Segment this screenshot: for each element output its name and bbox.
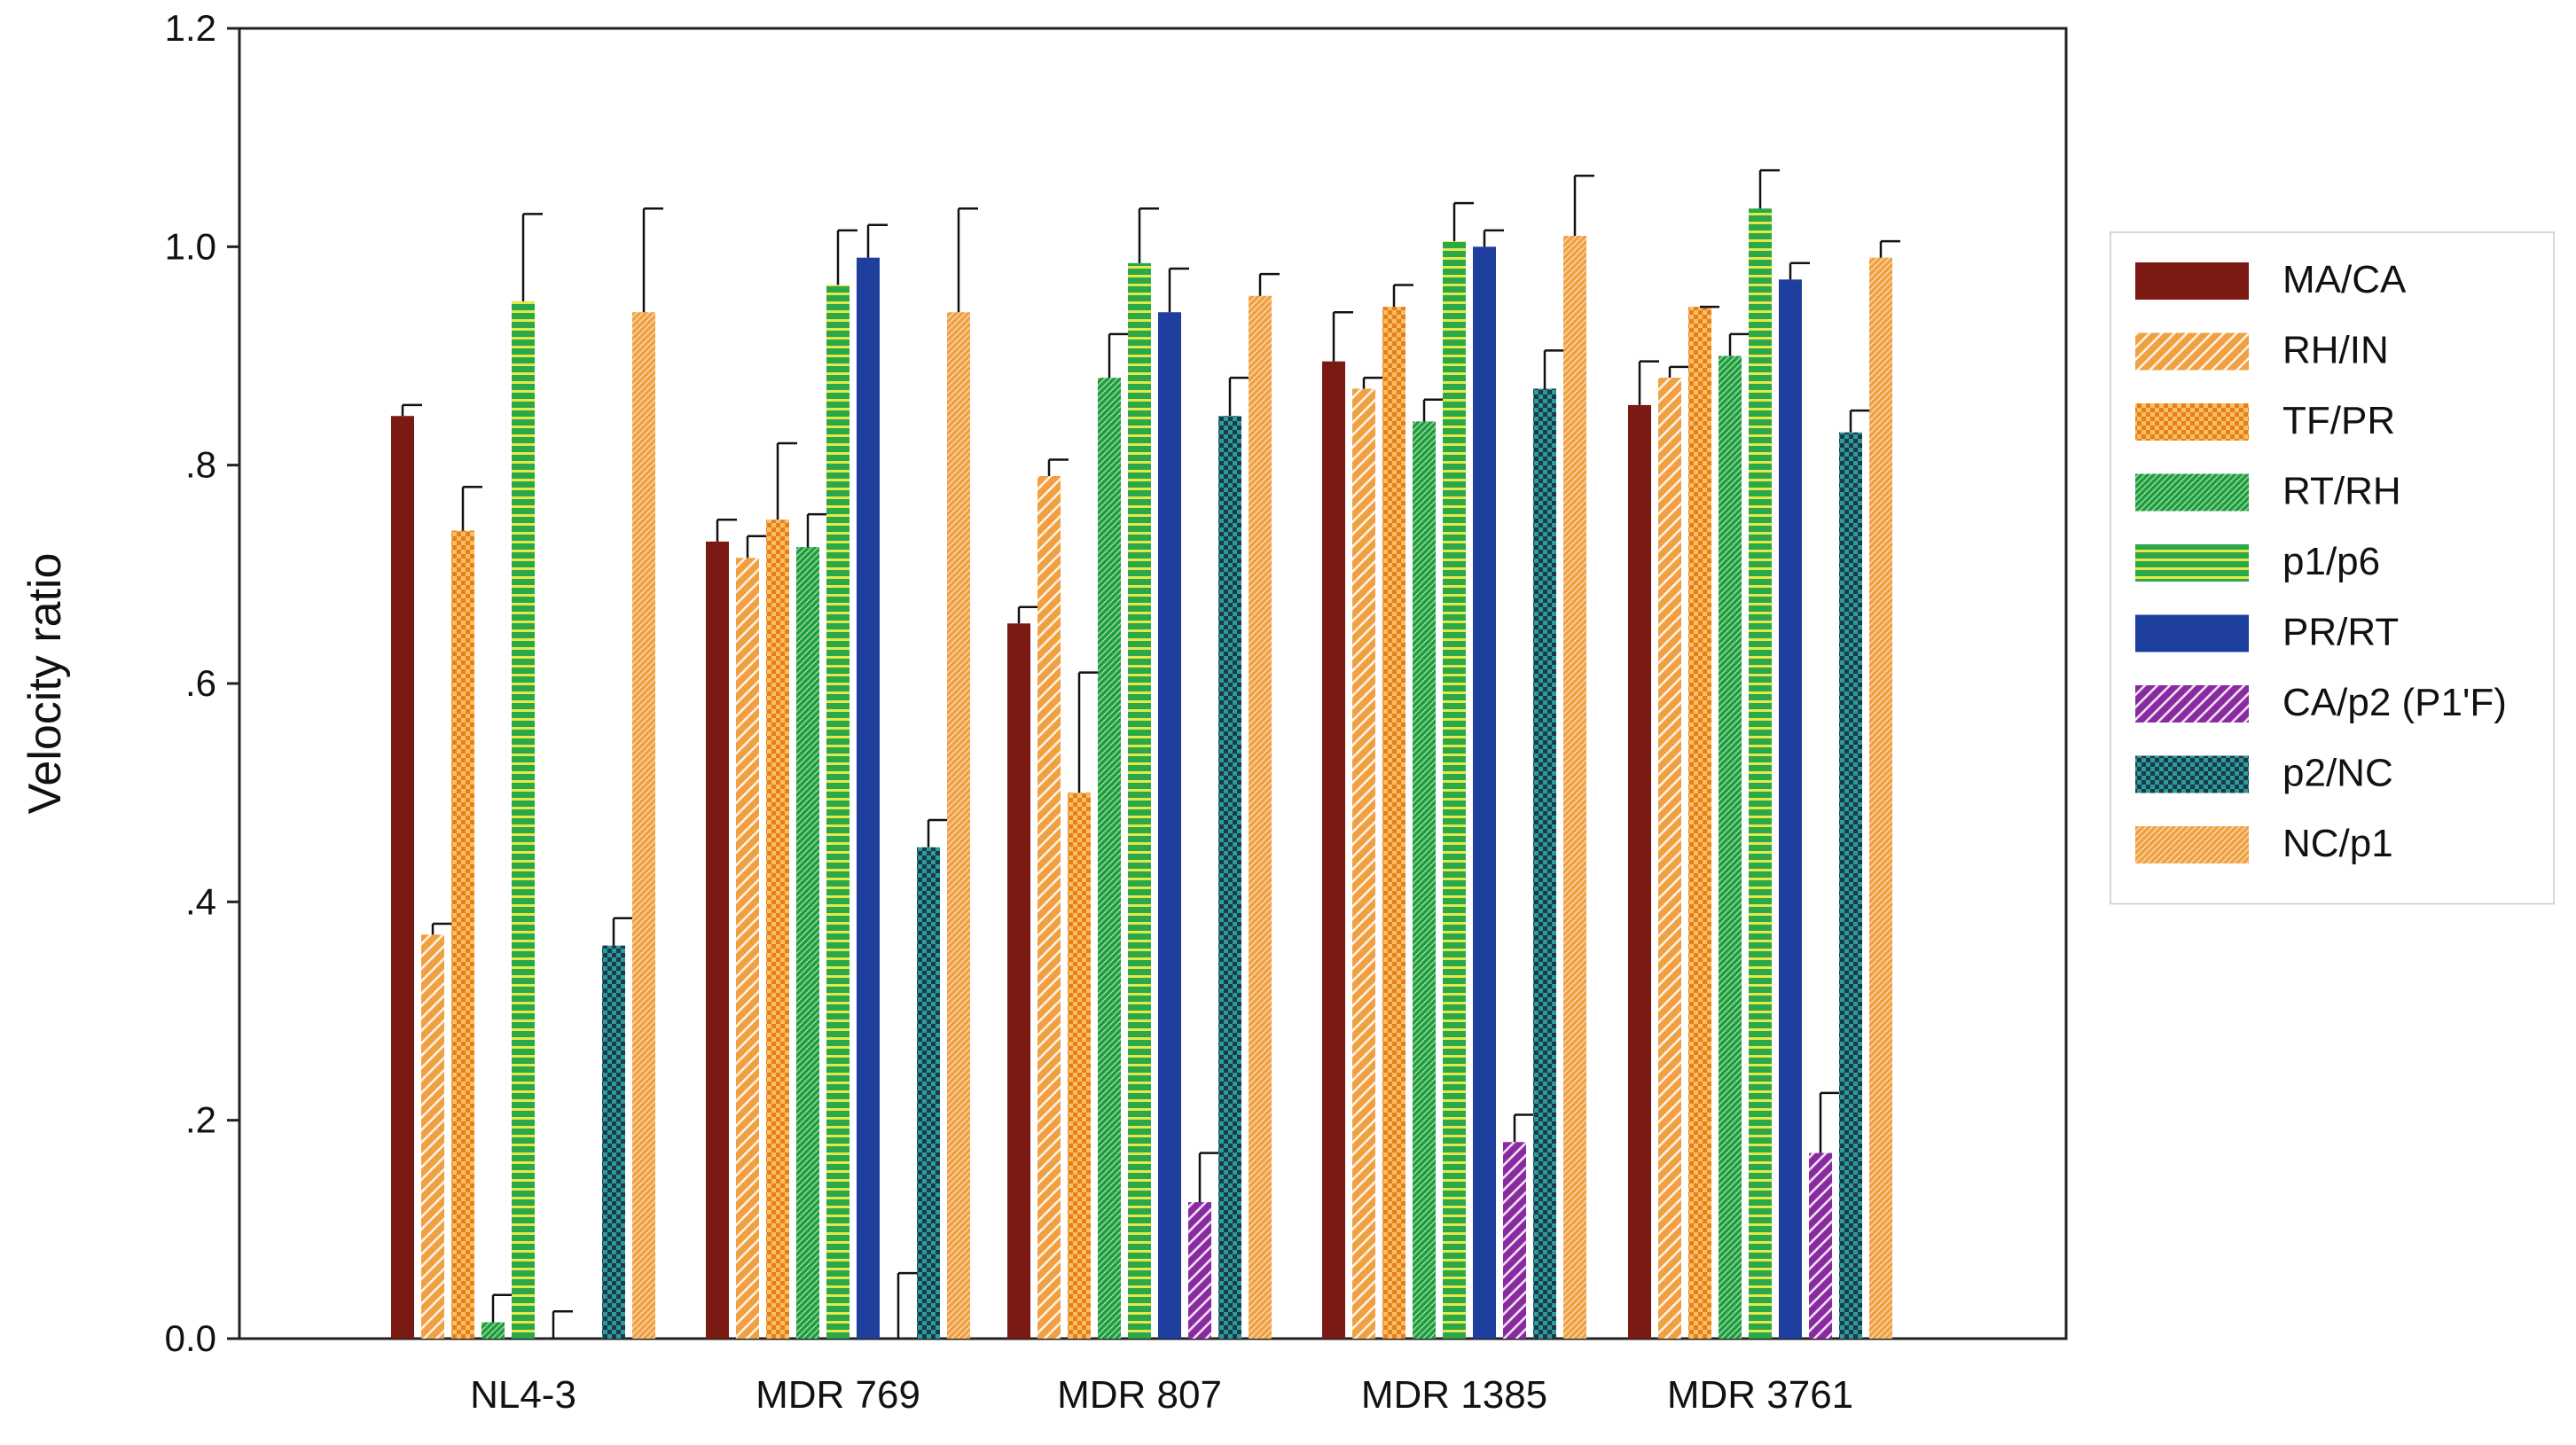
legend-swatch	[2135, 262, 2249, 300]
bar	[796, 547, 819, 1339]
bar	[706, 541, 729, 1339]
legend-label: TF/PR	[2282, 399, 2395, 442]
bar	[1322, 361, 1345, 1339]
bar	[1473, 246, 1496, 1339]
bar	[1533, 388, 1556, 1340]
bar	[602, 945, 625, 1339]
bar	[1249, 295, 1272, 1340]
bar	[1809, 1152, 1832, 1339]
bar-group-mdr-3761	[1628, 168, 1900, 1340]
y-tick-label: .8	[185, 444, 216, 486]
y-tick-label: .6	[185, 662, 216, 704]
bar	[451, 530, 474, 1339]
bar	[857, 257, 880, 1339]
legend-swatch	[2135, 544, 2249, 582]
bar	[1779, 279, 1802, 1339]
legend-swatch	[2135, 403, 2249, 441]
legend-swatch	[2135, 826, 2249, 863]
bar	[1218, 416, 1241, 1339]
bar	[1128, 262, 1151, 1339]
bar	[632, 312, 655, 1339]
x-tick-label: MDR 769	[756, 1373, 920, 1417]
x-tick-label: MDR 807	[1057, 1373, 1222, 1417]
bar	[1658, 378, 1681, 1340]
bar-group-mdr-1385	[1322, 175, 1594, 1340]
legend-swatch	[2135, 685, 2249, 722]
bar	[1098, 378, 1121, 1340]
y-tick-label: .4	[185, 880, 216, 922]
bar	[1443, 241, 1466, 1339]
bar	[1158, 312, 1181, 1339]
bar-group-nl4-3	[391, 207, 663, 1340]
bar	[917, 847, 940, 1339]
bar	[1382, 307, 1405, 1340]
legend-label: NC/p1	[2282, 822, 2393, 865]
legend: MA/CA RH/IN TF/PR RT/RH p1/p6 PR/RT CA/p2 (P1'…	[2110, 231, 2555, 905]
bar	[1352, 388, 1375, 1340]
legend-swatch	[2135, 332, 2249, 371]
legend-label: CA/p2 (P1'F)	[2282, 681, 2507, 724]
x-tick-label: MDR 3761	[1667, 1373, 1853, 1417]
bar	[1563, 236, 1586, 1340]
bar	[482, 1322, 505, 1339]
bar	[1037, 475, 1061, 1339]
legend-swatch	[2135, 755, 2249, 793]
legend-label: MA/CA	[2282, 258, 2407, 301]
bar	[826, 285, 850, 1340]
bar	[1839, 432, 1862, 1339]
bar	[1719, 355, 1742, 1339]
legend-label: RT/RH	[2282, 470, 2401, 513]
bar	[1188, 1202, 1211, 1339]
legend-swatch	[2135, 473, 2249, 512]
y-tick-label: 1.0	[165, 225, 216, 267]
legend-label: PR/RT	[2282, 611, 2399, 654]
bar	[1869, 257, 1892, 1339]
y-tick-label: 0.0	[165, 1317, 216, 1359]
y-tick-label: 1.2	[165, 7, 216, 49]
legend-swatch	[2135, 614, 2249, 652]
legend-label: p2/NC	[2282, 752, 2393, 795]
bar	[391, 416, 414, 1339]
legend-label: RH/IN	[2282, 329, 2389, 372]
bar	[1068, 793, 1091, 1339]
bar	[421, 934, 444, 1339]
bar	[1503, 1142, 1526, 1339]
bar	[1749, 208, 1772, 1340]
y-tick-label: .2	[185, 1099, 216, 1141]
bar	[1413, 421, 1436, 1339]
bar	[1688, 307, 1711, 1340]
x-tick-label: MDR 1385	[1361, 1373, 1547, 1417]
bar	[947, 312, 970, 1339]
bar	[766, 519, 789, 1339]
bar-group-mdr-807	[1007, 207, 1280, 1340]
bar	[1007, 623, 1030, 1339]
bar-group-mdr-769	[706, 207, 978, 1340]
bar	[512, 301, 535, 1340]
bar	[736, 558, 759, 1339]
bar	[1628, 404, 1651, 1339]
legend-label: p1/p6	[2282, 540, 2380, 583]
x-tick-label: NL4-3	[470, 1373, 576, 1417]
y-axis-label: Velocity ratio	[20, 553, 71, 815]
